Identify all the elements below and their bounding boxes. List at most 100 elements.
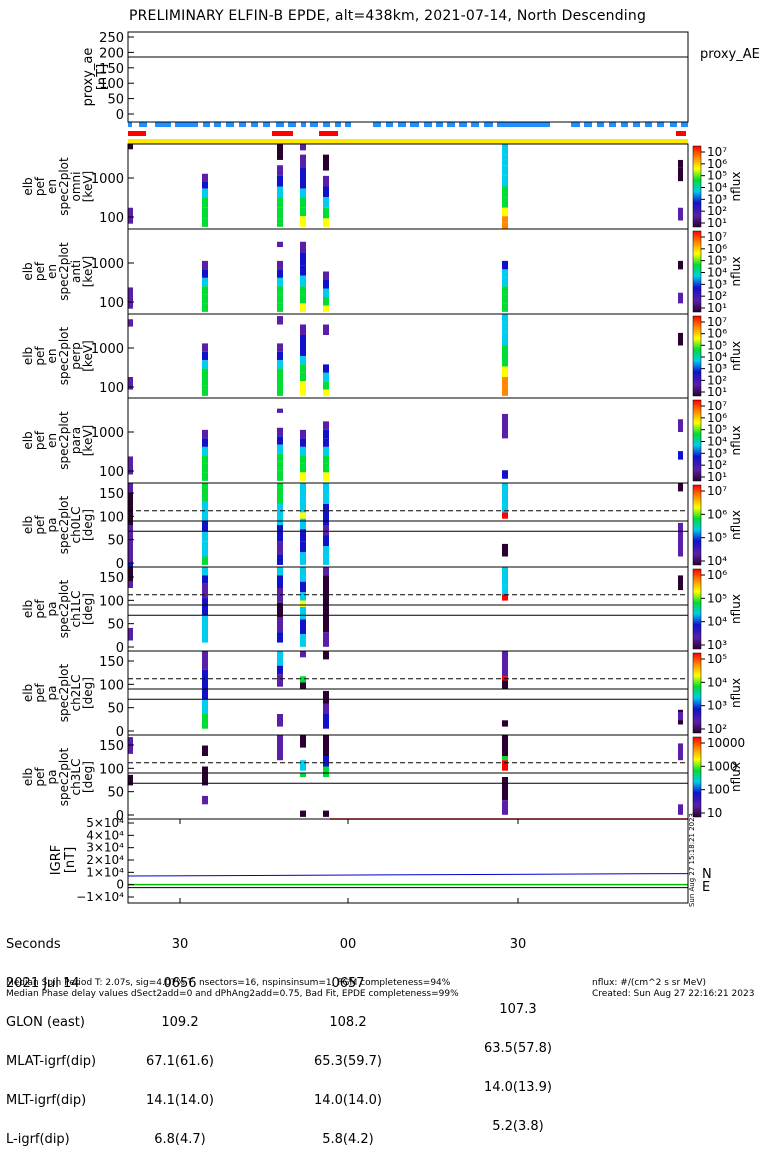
footer-units: nflux: #/(cm^2 s sr MeV) (592, 978, 706, 988)
pitch-angle-cell (300, 592, 306, 601)
pitch-angle-cell (300, 619, 306, 635)
colorbar-tick-label: 10⁶ (707, 242, 727, 256)
spectrogram-cell (323, 438, 329, 447)
panel-ylabel: spec2plot (57, 157, 71, 216)
colorbar-ch3 (692, 736, 702, 818)
colorbar-tick-label: 10⁶ (707, 568, 727, 582)
spectrogram-cell (277, 144, 283, 160)
spectrogram-cell (202, 269, 208, 278)
bottom-col-3: 30 107.3 63.5(57.8) 14.0(13.9) 5.2(3.8) (468, 912, 568, 1146)
panel-frame-ch2 (127, 650, 689, 736)
spectrogram-cell (202, 455, 208, 464)
spectrogram-cell (678, 260, 683, 270)
panel-ylabel: en (45, 179, 59, 194)
spectrogram-cell (300, 324, 306, 335)
panel-ylabel: elb (21, 684, 35, 702)
colorbar-tick-label: 10⁶ (707, 411, 727, 425)
panel-ylabel: pef (33, 599, 47, 619)
spectrogram-cell (202, 286, 208, 295)
colorbar-tick-label: 10³ (707, 277, 727, 291)
colorbar-omni (692, 145, 702, 228)
proxy-ae-tick-label: 250 (99, 31, 124, 46)
spectrogram-cell (678, 419, 683, 432)
colorbar-tick-label: 10⁵ (707, 591, 727, 605)
date-value-1: 0656 (163, 976, 197, 991)
pitch-angle-cell (300, 581, 306, 593)
pitch-angle-cell (202, 531, 208, 542)
mlt-value-3: 14.0(13.9) (483, 1080, 553, 1095)
spectrogram-cell (502, 260, 508, 270)
panel-ytick-label: 0 (116, 641, 124, 656)
panel-ytick-label: 150 (99, 739, 124, 754)
spectrogram-cell (300, 144, 306, 151)
panel-ylabel: pef (33, 430, 47, 450)
panel-ylabel: perp (69, 342, 83, 370)
spectrogram-cell (323, 280, 329, 289)
pitch-angle-cell (300, 772, 306, 777)
colorbar-tick-label: 10⁷ (707, 145, 727, 159)
fgm-status-bar (239, 122, 246, 127)
pitch-angle-cell (277, 588, 283, 603)
spectrogram-cell (300, 265, 306, 276)
spectrogram-cell (202, 197, 208, 208)
panel-ylabel: [deg] (81, 509, 95, 541)
panel-ylabel: [keV] (81, 171, 95, 202)
spectrogram-cell (300, 438, 306, 447)
pitch-angle-cell (202, 483, 208, 502)
mlat-value-2: 65.3(59.7) (313, 1054, 383, 1069)
panel-ytick-label: 100 (99, 594, 124, 609)
colorbar-tick-label: 10⁵ (707, 423, 727, 437)
colorbar-label: nflux (729, 762, 743, 792)
igrf-side-timestamp: Sun Aug 27 15:18:21 2023 (688, 813, 696, 907)
spectrogram-cell (277, 470, 283, 481)
pitch-angle-cell (277, 735, 283, 761)
spectrogram-cell (202, 351, 208, 361)
spectrogram-cell (323, 381, 329, 390)
fgm-status-bar (335, 122, 341, 127)
sunlight-bar (128, 139, 688, 144)
fgm-status-bar (155, 122, 171, 127)
fgm-status-bar (373, 122, 381, 127)
pitch-angle-cell (323, 735, 329, 756)
pitch-angle-cell (202, 651, 208, 670)
panel-frame-ch3 (127, 734, 689, 820)
panel-ytick-label: 100 (99, 296, 124, 311)
spectrogram-cell (300, 372, 306, 382)
spectrogram-cell (323, 455, 329, 464)
pitch-angle-cell (277, 541, 283, 555)
pitch-angle-cell (128, 567, 133, 582)
footer-created: Created: Sun Aug 27 22:16:21 2023 (592, 989, 755, 999)
spectrogram-cell (502, 186, 508, 198)
panel-ytick-label: 0 (116, 725, 124, 740)
spectrogram-cell (128, 319, 133, 327)
colorbar-tick-label: 10¹ (707, 216, 727, 230)
colorbar-tick-label: 10⁶ (707, 507, 727, 521)
colorbar-tick-label: 10⁵ (707, 652, 727, 666)
spectrogram-cell (277, 218, 283, 227)
pitch-angle-cell (202, 598, 208, 616)
spectrogram-cell (502, 144, 508, 155)
pitch-angle-cell (502, 777, 508, 801)
spectrogram-cell (323, 446, 329, 456)
spectrogram-cell (277, 360, 283, 369)
igrf-yunit: [nT] (63, 847, 78, 873)
colorbar-tick-label: 10⁵ (707, 338, 727, 352)
colorbar-tick-label: 10³ (707, 699, 727, 713)
proxy-ae-frame (127, 31, 689, 123)
colorbar-tick-label: 10⁴ (707, 675, 727, 689)
panel-ylabel: [deg] (81, 761, 95, 793)
pitch-angle-cell (678, 743, 683, 761)
glon-value-1: 109.2 (161, 1015, 199, 1030)
spectrogram-cell (323, 472, 329, 481)
igrf-tick-label: −1×10⁴ (76, 890, 124, 904)
panel-ytick-label: 100 (99, 211, 124, 226)
pitch-angle-cell (128, 581, 133, 588)
panel-ylabel: spec2plot (57, 326, 71, 385)
spectrogram-cell (277, 461, 283, 471)
colorbar-tick-label: 10⁵ (707, 531, 727, 545)
panel-ytick-label: 0 (116, 557, 124, 572)
pitch-angle-cell (300, 600, 306, 607)
spectrogram-cell (300, 188, 306, 198)
spectrogram-cell (502, 175, 508, 187)
pitch-angle-cell (502, 735, 508, 756)
